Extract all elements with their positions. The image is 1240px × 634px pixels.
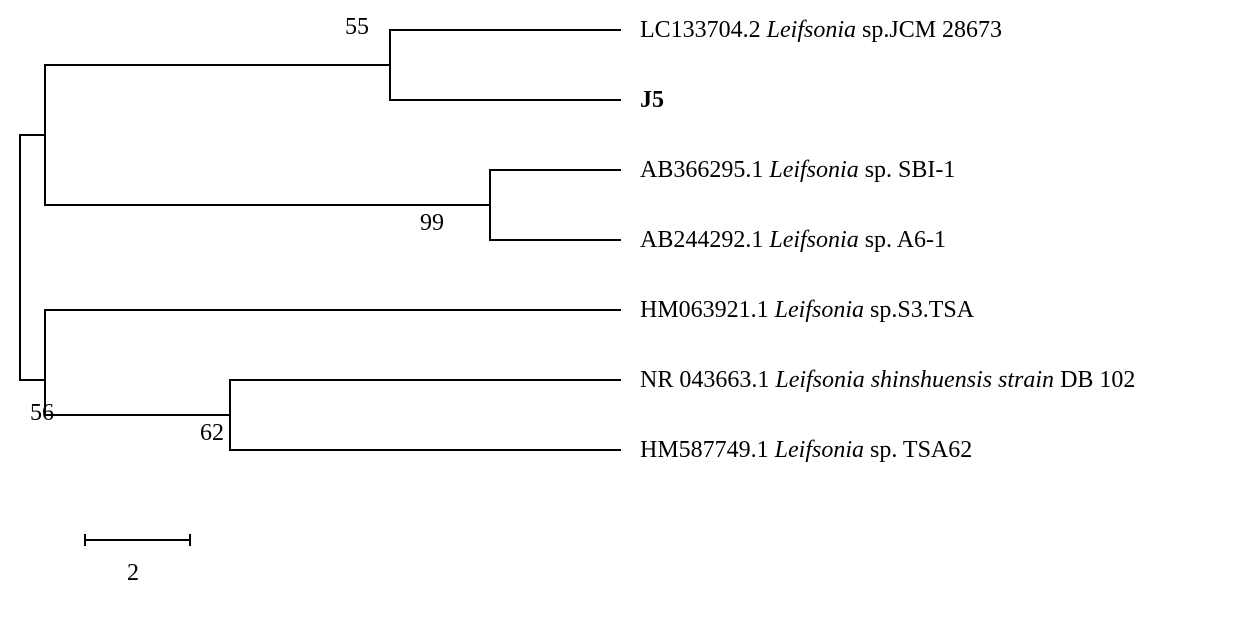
strain-text: sp. TSA62 <box>870 437 972 463</box>
taxon-label-hm587749: HM587749.1 Leifsonia sp. TSA62 <box>640 437 972 464</box>
species-text: Leifsonia <box>769 227 864 253</box>
strain-text: DB 102 <box>1060 367 1135 393</box>
species-text: Leifsonia <box>767 17 862 43</box>
bootstrap-label-99: 99 <box>420 210 444 237</box>
taxon-label-lc133704: LC133704.2 Leifsonia sp.JCM 28673 <box>640 17 1002 44</box>
taxon-label-ab244292: AB244292.1 Leifsonia sp. A6-1 <box>640 227 946 254</box>
strain-text: J5 <box>640 87 664 113</box>
strain-text: sp. SBI-1 <box>865 157 956 183</box>
tree-lines <box>20 30 620 450</box>
species-text: Leifsonia <box>769 157 864 183</box>
accession-text: HM063921.1 <box>640 297 775 323</box>
strain-text: sp. A6-1 <box>865 227 946 253</box>
accession-text: HM587749.1 <box>640 437 775 463</box>
taxon-label-nr043663: NR 043663.1 Leifsonia shinshuensis strai… <box>640 367 1135 394</box>
strain-text: sp.S3.TSA <box>870 297 974 323</box>
bootstrap-label-55: 55 <box>345 14 369 41</box>
bootstrap-label-62: 62 <box>200 420 224 447</box>
scale-bar <box>85 534 190 546</box>
species-text: Leifsonia <box>775 437 870 463</box>
taxon-label-hm063921: HM063921.1 Leifsonia sp.S3.TSA <box>640 297 974 324</box>
accession-text: AB366295.1 <box>640 157 769 183</box>
accession-text: NR 043663.1 <box>640 367 775 393</box>
bootstrap-label-56: 56 <box>30 400 54 427</box>
species-text: Leifsonia shinshuensis strain <box>775 367 1060 393</box>
taxon-label-j5: J5 <box>640 87 664 114</box>
tree-svg <box>0 0 1240 634</box>
scale-bar-label: 2 <box>127 560 139 587</box>
accession-text: LC133704.2 <box>640 17 767 43</box>
species-text: Leifsonia <box>775 297 870 323</box>
taxon-label-ab366295: AB366295.1 Leifsonia sp. SBI-1 <box>640 157 955 184</box>
strain-text: sp.JCM 28673 <box>862 17 1002 43</box>
phylogenetic-tree-canvas: LC133704.2 Leifsonia sp.JCM 28673 J5 AB3… <box>0 0 1240 634</box>
accession-text: AB244292.1 <box>640 227 769 253</box>
